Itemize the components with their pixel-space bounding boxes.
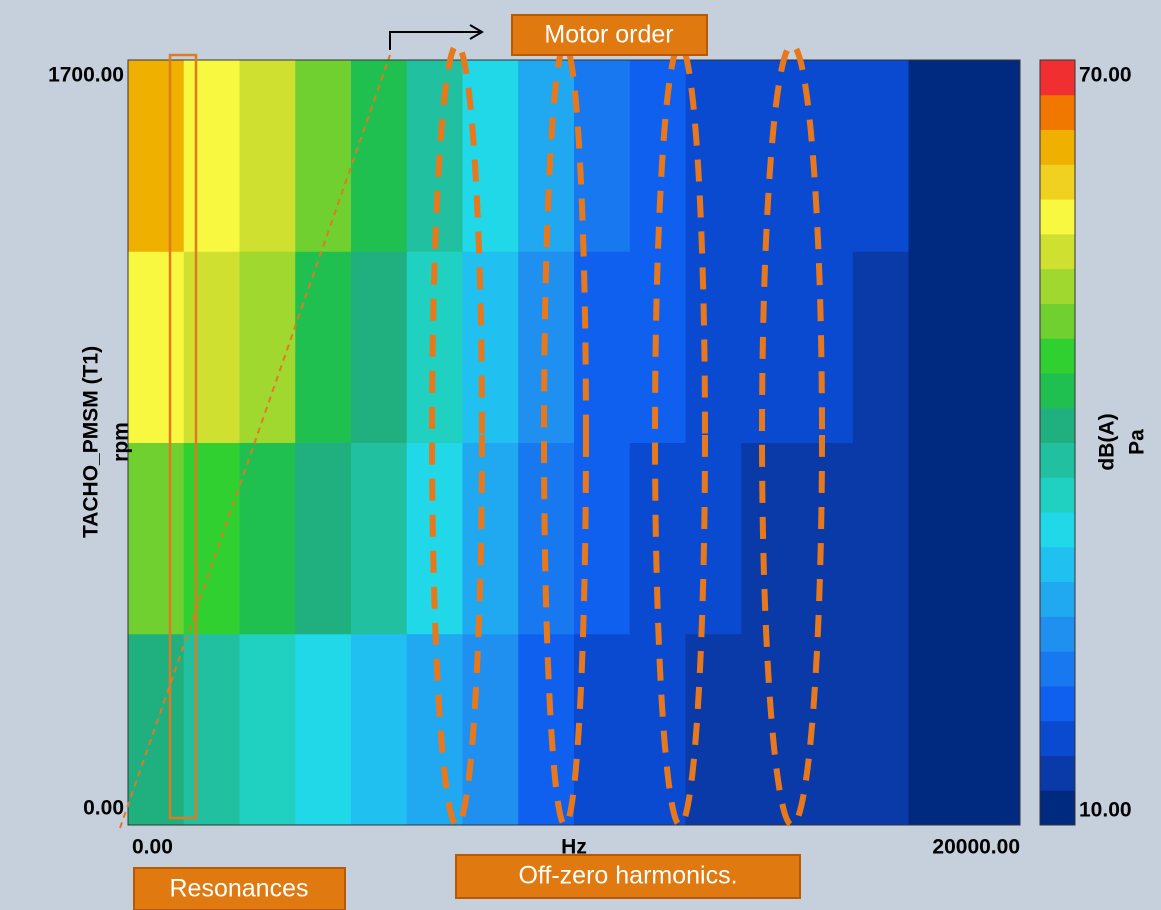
cell (908, 633, 965, 826)
arrow-head (469, 24, 484, 40)
cell (685, 251, 742, 443)
colorbar-band (1040, 546, 1075, 583)
annotation: Off-zero harmonics. (518, 862, 737, 890)
colorbar-band (1040, 685, 1075, 722)
cell (797, 633, 854, 826)
harmonic-ellipse (541, 42, 589, 828)
cell (239, 251, 296, 443)
colorbar-band (1040, 94, 1075, 131)
colorbar-tick-label: 70.00 (1079, 64, 1132, 87)
cell (741, 442, 798, 635)
cell (239, 60, 296, 252)
cell (574, 60, 631, 252)
colorbar-band (1040, 164, 1075, 200)
cell (128, 633, 185, 826)
colorbar-band (1040, 755, 1075, 791)
harmonic-ellipse (429, 42, 485, 828)
x-tick-label: 0.00 (132, 836, 173, 859)
cell (852, 442, 909, 635)
annotation: Resonances (170, 875, 309, 903)
x-tick-label: 20000.00 (932, 836, 1020, 859)
colorbar-band (1040, 790, 1075, 826)
cell (741, 60, 798, 252)
cell (351, 60, 408, 252)
colorbar-band (1040, 581, 1075, 617)
cell (128, 251, 185, 443)
cell (797, 442, 854, 635)
cell (797, 251, 854, 443)
cell (518, 60, 575, 252)
cell (964, 60, 1021, 252)
colorbar-unit: Pa (1126, 429, 1149, 455)
colorbar-band (1040, 616, 1075, 652)
harmonic-ellipse (652, 42, 708, 828)
colorbar-band (1040, 720, 1075, 756)
cell (295, 633, 352, 826)
colorbar-band (1040, 442, 1075, 478)
cell (128, 60, 185, 252)
cell (183, 633, 240, 826)
x-axis-label: Hz (561, 836, 587, 859)
cell (462, 442, 519, 635)
cell (183, 251, 240, 443)
colorbar-band (1040, 303, 1075, 339)
cell (295, 251, 352, 443)
colorbar-band (1040, 199, 1075, 235)
colorbar-tick-label: 10.00 (1079, 799, 1132, 822)
colorbar-label: dB(A) (1096, 413, 1119, 470)
cell (852, 251, 909, 443)
cell (351, 251, 408, 443)
colorbar-band (1040, 60, 1075, 96)
heatmap (128, 60, 1021, 826)
harmonic-ellipse (759, 42, 825, 828)
cell (629, 60, 686, 252)
cell (852, 633, 909, 826)
cell (964, 633, 1021, 826)
cell (406, 60, 463, 252)
y-axis-unit: rpm (110, 422, 133, 462)
plot-frame (127, 59, 1021, 826)
cell (908, 442, 965, 635)
cell (351, 633, 408, 826)
cell (964, 251, 1021, 443)
cell (239, 633, 296, 826)
cell (462, 251, 519, 443)
cell (908, 60, 965, 252)
cell (574, 442, 631, 635)
motor-order-line (119, 54, 391, 829)
arrow (389, 31, 480, 50)
colorbar-band (1040, 233, 1075, 270)
cell (183, 60, 240, 252)
cell (295, 60, 352, 252)
cell (852, 60, 909, 252)
colorbar-band (1040, 407, 1075, 443)
cell (128, 442, 185, 635)
colorbar-band (1040, 651, 1075, 687)
colorbar-band (1040, 372, 1075, 409)
colorbar (1040, 60, 1075, 826)
cell (295, 442, 352, 635)
cell (351, 442, 408, 635)
y-tick-label: 0.00 (83, 797, 124, 820)
cell (741, 251, 798, 443)
colorbar-band (1040, 268, 1075, 304)
annotation-box (133, 867, 346, 910)
resonance-box (168, 53, 198, 820)
cell (685, 442, 742, 635)
cell (239, 442, 296, 635)
colorbar-band (1040, 477, 1075, 513)
annotation: Motor order (544, 21, 673, 49)
y-axis-label: TACHO_PMSM (T1) (80, 346, 103, 538)
colorbar-band (1040, 129, 1075, 165)
cell (908, 251, 965, 443)
colorbar-frame (1039, 59, 1076, 826)
colorbar-band (1040, 512, 1075, 548)
annotation-box (455, 854, 801, 899)
cell (964, 442, 1021, 635)
y-tick-label: 1700.00 (48, 64, 124, 87)
cell (183, 442, 240, 635)
colorbar-band (1040, 338, 1075, 374)
annotation-box (511, 14, 708, 56)
